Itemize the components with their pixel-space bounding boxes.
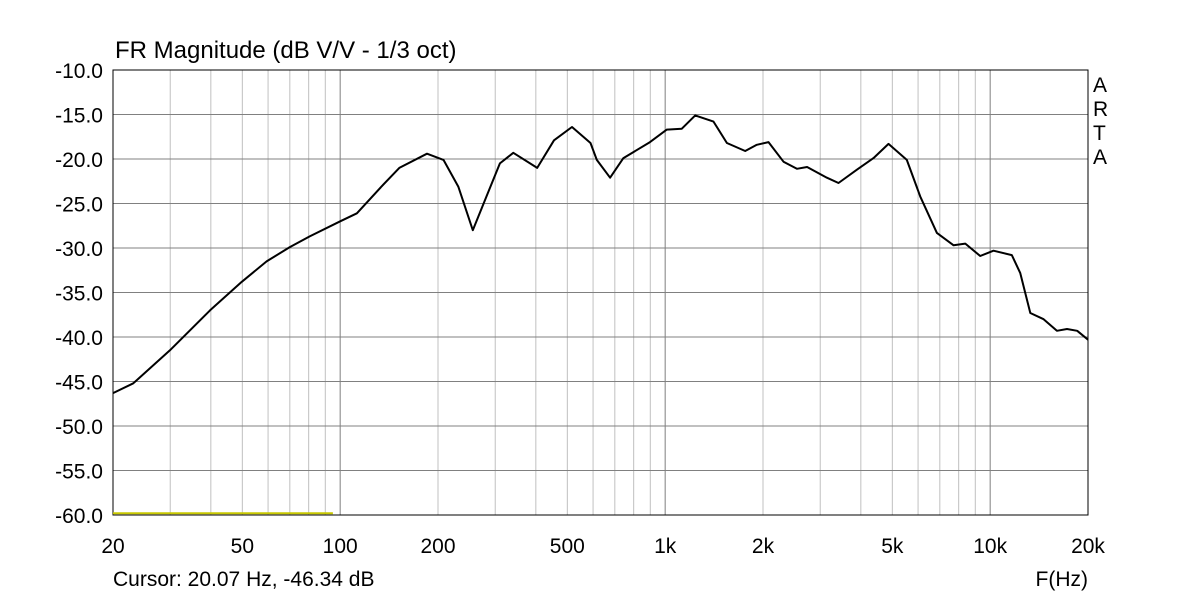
watermark-letter: A bbox=[1093, 74, 1107, 97]
y-tick-labels: -10.0 -15.0 -20.0 -25.0 -30.0 -35.0 -40.0 -45.0… bbox=[55, 60, 103, 528]
watermark-letter: A bbox=[1093, 146, 1107, 169]
x-tick-labels: 20 50 100 200 500 1k 2k 5k 10k 20k bbox=[101, 535, 1105, 558]
y-tick-label: -45.0 bbox=[55, 372, 103, 395]
y-tick-label: -60.0 bbox=[55, 505, 103, 528]
x-tick-label: 2k bbox=[752, 535, 775, 558]
y-tick-label: -40.0 bbox=[55, 327, 103, 350]
y-tick-label: -25.0 bbox=[55, 194, 103, 217]
cursor-readout: Cursor: 20.07 Hz, -46.34 dB bbox=[113, 568, 374, 591]
grid bbox=[113, 69, 1088, 516]
x-tick-label: 5k bbox=[881, 535, 904, 558]
x-tick-label: 1k bbox=[654, 535, 677, 558]
y-tick-label: -50.0 bbox=[55, 416, 103, 439]
x-tick-label: 20k bbox=[1071, 535, 1105, 558]
x-axis-label: F(Hz) bbox=[1036, 568, 1088, 591]
watermark-letter: T bbox=[1093, 122, 1106, 145]
plot-frame bbox=[112, 69, 1089, 516]
x-tick-label: 20 bbox=[101, 535, 124, 558]
fr-magnitude-line bbox=[112, 114, 1089, 395]
y-tick-label: -30.0 bbox=[55, 238, 103, 261]
x-tick-label: 500 bbox=[550, 535, 585, 558]
watermark-letter: R bbox=[1093, 98, 1108, 121]
x-tick-label: 200 bbox=[420, 535, 455, 558]
y-tick-label: -15.0 bbox=[55, 105, 103, 128]
series-layer bbox=[112, 114, 1089, 515]
x-tick-label: 100 bbox=[323, 535, 358, 558]
chart-title: FR Magnitude (dB V/V - 1/3 oct) bbox=[115, 37, 456, 64]
x-tick-label: 50 bbox=[231, 535, 254, 558]
y-tick-label: -35.0 bbox=[55, 283, 103, 306]
y-tick-label: -20.0 bbox=[55, 149, 103, 172]
x-tick-label: 10k bbox=[973, 535, 1007, 558]
y-tick-label: -55.0 bbox=[55, 461, 103, 484]
y-tick-label: -10.0 bbox=[55, 60, 103, 83]
